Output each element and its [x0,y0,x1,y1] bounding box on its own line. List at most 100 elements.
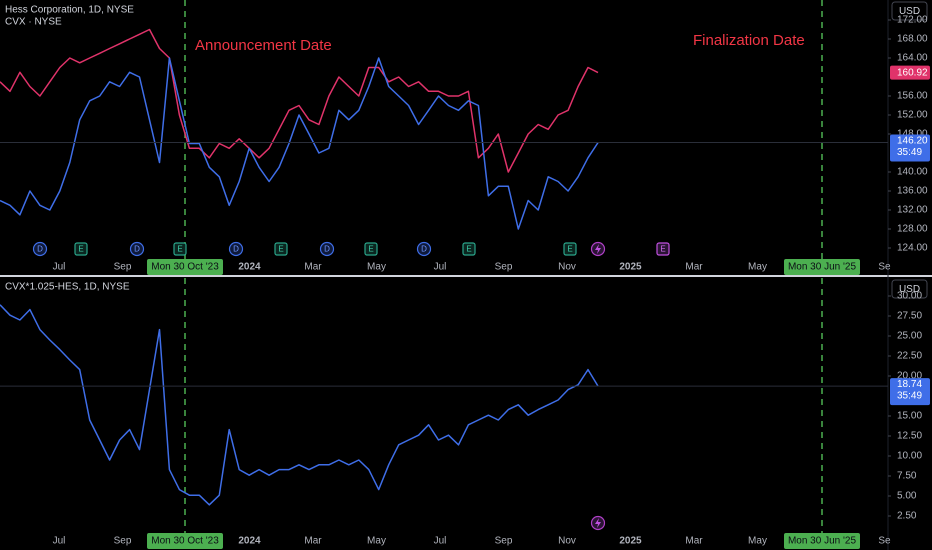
x-tick-label: Sep [114,262,132,273]
event-icon-letter: E [567,245,572,254]
price-badge-countdown: 35:49 [897,147,922,158]
y-tick-label: 124.00 [897,243,928,254]
y-tick-label: 136.00 [897,186,928,197]
annotation: Finalization Date [693,32,805,49]
x-tick-label: Nov [558,536,576,547]
price-badge [890,65,930,80]
x-tick-label: 2025 [619,262,642,273]
y-tick-label: 2.50 [897,511,917,522]
earnings-icon [656,242,670,256]
event-icon-letter: D [233,245,239,254]
y-tick-label: 152.00 [897,110,928,121]
currency-button [891,1,928,21]
event-badge [784,259,860,275]
price-badge-value: 146.20 [897,136,928,147]
price-badge-value: 18.74 [897,379,922,390]
x-tick-label: May [748,536,767,547]
event-icon-letter: E [278,245,283,254]
x-tick-label: Sep [114,536,132,547]
x-tick-label: Se [878,262,891,273]
price-badge [890,378,930,406]
y-tick-label: 132.00 [897,205,928,216]
event-icon-letter: E [177,245,182,254]
x-tick-label: Sep [495,262,513,273]
earnings-icon [74,242,88,256]
x-tick-label: 2024 [238,262,261,273]
y-tick-label: 5.00 [897,491,917,502]
x-tick-label: Sep [495,536,513,547]
x-tick-label: Jul [53,536,66,547]
annotation: Announcement Date [195,37,332,54]
y-tick-label: 27.50 [897,311,922,322]
y-tick-label: 22.50 [897,351,922,362]
y-tick-label: 148.00 [897,129,928,140]
x-tick-label: May [748,262,767,273]
event-badge [784,533,860,549]
event-icon-letter: E [78,245,83,254]
y-tick-label: 140.00 [897,167,928,178]
x-tick-label: 2025 [619,536,642,547]
x-tick-label: Mar [685,262,703,273]
event-icon-letter: E [466,245,471,254]
earnings-icon [173,242,187,256]
price-line [0,28,599,173]
price-line [0,304,599,506]
x-tick-label: Se [878,536,891,547]
series-name: CVX · NYSE [5,17,62,28]
currency-button [891,279,928,299]
x-tick-label: Jul [434,262,447,273]
event-badge-label: Mon 30 Jun '25 [788,536,857,547]
y-tick-label: 10.00 [897,451,922,462]
currency-label: USD [899,284,920,295]
y-tick-label: 164.00 [897,53,928,64]
x-tick-label: May [367,262,386,273]
event-badge [147,533,223,549]
dividend-icon [319,241,335,257]
event-badge-label: Mon 30 Jun '25 [788,262,857,273]
x-tick-label: Mar [304,536,322,547]
x-tick-label: May [367,536,386,547]
price-line [0,57,599,230]
event-icon-letter: D [37,245,43,254]
x-tick-label: Jul [434,536,447,547]
series-name: CVX*1.025-HES, 1D, NYSE [5,282,130,293]
event-badge [147,259,223,275]
price-badge-value: 160.92 [897,67,928,78]
earnings-icon [563,242,577,256]
lightning-icon [590,515,606,531]
dividend-icon [228,241,244,257]
price-badge-countdown: 35:49 [897,391,922,402]
price-badge [890,134,930,162]
earnings-icon [462,242,476,256]
y-tick-label: 156.00 [897,91,928,102]
y-tick-label: 172.00 [897,15,928,26]
event-icon-letter: D [134,245,140,254]
y-tick-label: 12.50 [897,431,922,442]
dividend-icon [129,241,145,257]
y-tick-label: 7.50 [897,471,917,482]
y-tick-label: 15.00 [897,411,922,422]
x-tick-label: Mar [685,536,703,547]
x-tick-label: Mar [304,262,322,273]
dividend-icon [32,241,48,257]
event-icon-letter: E [660,245,665,254]
event-icon-letter: E [368,245,373,254]
event-icon-letter: D [421,245,427,254]
dividend-icon [416,241,432,257]
earnings-icon [274,242,288,256]
x-tick-label: Nov [558,262,576,273]
y-tick-label: 20.00 [897,371,922,382]
event-badge-label: Mon 30 Oct '23 [151,262,219,273]
y-tick-label: 30.00 [897,291,922,302]
y-tick-label: 128.00 [897,224,928,235]
y-tick-label: 25.00 [897,331,922,342]
earnings-icon [364,242,378,256]
x-tick-label: 2024 [238,536,261,547]
lightning-icon [590,241,606,257]
series-name: Hess Corporation, 1D, NYSE [5,5,134,16]
event-badge-label: Mon 30 Oct '23 [151,536,219,547]
event-icon-letter: D [324,245,330,254]
y-tick-label: 168.00 [897,34,928,45]
currency-label: USD [899,6,920,17]
